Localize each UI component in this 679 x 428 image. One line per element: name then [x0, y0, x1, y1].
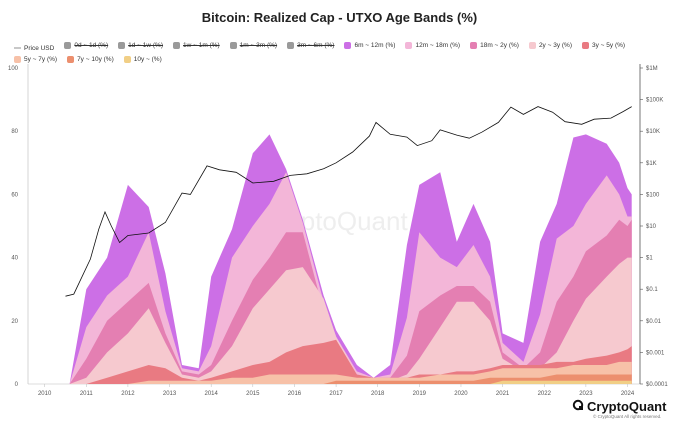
legend-swatch [14, 55, 21, 63]
chart-title: Bitcoin: Realized Cap - UTXO Age Bands (… [201, 10, 478, 25]
y-left-tick-label: 100 [8, 66, 19, 72]
legend-swatch [123, 55, 131, 63]
legend-item[interactable]: 3y ~ 5y (%) [582, 40, 625, 51]
price-line [65, 106, 632, 297]
x-tick-label: 2022 [538, 391, 552, 397]
area-series-8 [44, 380, 632, 384]
x-tick-label: 2012 [121, 391, 135, 397]
legend-swatch [67, 55, 75, 63]
legend-swatch [14, 47, 21, 49]
y-right-tick-label: $100 [646, 192, 660, 198]
y-left-tick-label: 80 [11, 129, 18, 135]
y-left-tick-label: 20 [11, 319, 18, 325]
legend-label: 18m ~ 2y (%) [480, 42, 519, 49]
x-tick-label: 2010 [38, 391, 52, 397]
x-tick-label: 2013 [163, 391, 177, 397]
footer-brand: CryptoQuant [587, 399, 667, 414]
y-right-tick-label: $1M [646, 66, 658, 72]
legend-swatch [118, 42, 126, 49]
y-right-tick-label: $1K [646, 161, 657, 167]
x-tick-label: 2020 [454, 391, 468, 397]
x-tick-label: 2024 [621, 391, 635, 397]
y-right-tick-label: $10 [646, 224, 657, 230]
y-right-tick-label: $100K [646, 98, 663, 104]
legend-item[interactable]: Price USD [14, 43, 54, 54]
legend-item[interactable]: 6m ~ 12m (%) [344, 40, 395, 51]
legend-item[interactable]: 10y ~ (%) [123, 54, 162, 65]
chart-legend: Price USD 0d ~ 1d (%) 1d ~ 1w (%) 1w ~ 1m (… [14, 40, 664, 67]
area-series-6 [44, 361, 632, 384]
x-tick-label: 2017 [329, 391, 343, 397]
x-tick-label: 2015 [246, 391, 260, 397]
legend-label: 12m ~ 18m (%) [415, 42, 461, 49]
legend-label: 1m ~ 3m (%) [239, 42, 278, 49]
y-left-tick-label: 40 [11, 256, 18, 262]
legend-swatch [470, 42, 478, 49]
x-tick-label: 2011 [80, 391, 94, 397]
legend-item[interactable]: 3m ~ 6m (%) [287, 40, 334, 51]
legend-swatch [173, 42, 181, 49]
legend-item[interactable]: 1w ~ 1m (%) [173, 40, 220, 51]
legend-label: 10y ~ (%) [133, 55, 162, 63]
legend-swatch [287, 42, 295, 49]
y-right-tick-label: $1 [646, 256, 653, 262]
legend-label: 2y ~ 3y (%) [538, 42, 572, 49]
legend-swatch [64, 42, 72, 49]
y-right-tick-label: $0.1 [646, 287, 658, 293]
legend-item[interactable]: 1d ~ 1w (%) [118, 40, 163, 51]
y-left-tick-label: 60 [11, 192, 18, 198]
legend-label: 1d ~ 1w (%) [128, 42, 164, 49]
legend-item[interactable]: 0d ~ 1d (%) [64, 40, 108, 51]
legend-label: 0d ~ 1d (%) [74, 42, 109, 49]
cryptoquant-logo-icon [572, 399, 584, 411]
legend-label: Price USD [24, 44, 55, 52]
legend-item[interactable]: 1m ~ 3m (%) [229, 40, 278, 51]
x-tick-label: 2014 [205, 391, 219, 397]
legend-item[interactable]: 5y ~ 7y (%) [14, 54, 57, 65]
legend-item[interactable]: 7y ~ 10y (%) [67, 54, 114, 65]
legend-label: 6m ~ 12m (%) [354, 42, 396, 49]
legend-swatch [528, 42, 536, 49]
legend-swatch [405, 42, 413, 49]
legend-label: 5y ~ 7y (%) [24, 55, 58, 63]
x-tick-label: 2018 [371, 391, 385, 397]
legend-swatch [344, 42, 352, 49]
legend-label: 3y ~ 5y (%) [592, 42, 626, 49]
x-tick-label: 2021 [496, 391, 510, 397]
legend-label: 3m ~ 6m (%) [297, 42, 335, 49]
area-series-7 [44, 374, 632, 384]
area-series-4 [44, 257, 632, 384]
legend-item[interactable]: 12m ~ 18m (%) [405, 40, 460, 51]
footer-copyright: © CryptoQuant All rights reserved. [593, 414, 662, 419]
y-right-tick-label: $0.01 [646, 319, 662, 325]
y-right-tick-label: $0.001 [646, 350, 665, 356]
x-tick-label: 2019 [413, 391, 427, 397]
y-left-tick-label: 0 [15, 382, 19, 388]
x-tick-label: 2016 [288, 391, 302, 397]
x-tick-label: 2023 [579, 391, 593, 397]
y-right-tick-label: $10K [646, 129, 660, 135]
legend-swatch [582, 42, 589, 49]
legend-item[interactable]: 18m ~ 2y (%) [470, 40, 519, 51]
y-right-tick-label: $0.0001 [646, 382, 668, 388]
legend-swatch [229, 42, 237, 49]
legend-item[interactable]: 2y ~ 3y (%) [528, 40, 572, 51]
legend-label: 7y ~ 10y (%) [77, 55, 114, 63]
legend-label: 1w ~ 1m (%) [183, 42, 220, 49]
